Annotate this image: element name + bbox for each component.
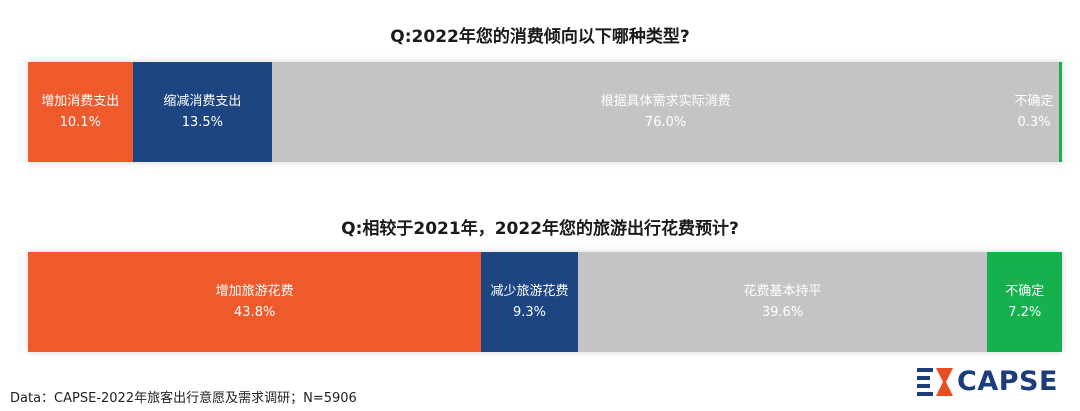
segment-label: 不确定: [1005, 284, 1045, 299]
segment-value: 10.1%: [59, 115, 101, 130]
segment-value: 13.5%: [181, 115, 224, 130]
bar-segment: [28, 252, 482, 352]
bar-segment: [577, 252, 988, 352]
segment-label: 不确定: [1014, 94, 1054, 109]
stacked-bar-travel-spending: 增加旅游花费 43.8% 减少旅游花费 9.3% 花费基本持平 39.6% 不确定 7.2%: [28, 252, 1062, 352]
bar-segment: [132, 62, 273, 162]
segment-label-group: 增加旅游花费 43.8%: [200, 252, 310, 352]
segment-label: 缩减消费支出: [163, 94, 242, 109]
capse-logo-icon: [917, 368, 953, 396]
segment-label: 花费基本持平: [743, 284, 822, 299]
segment-value: 9.3%: [512, 305, 546, 320]
segment-label: 增加消费支出: [41, 94, 120, 109]
bar-segment: [272, 62, 1059, 162]
bar-segment: [481, 252, 578, 352]
segment-label-group: 增加消费支出 10.1%: [25, 62, 135, 162]
segment-value: 0.3%: [1017, 115, 1051, 130]
segment-label-group: 缩减消费支出 13.5%: [147, 62, 257, 162]
logo-text: CAPSE: [957, 366, 1058, 397]
stacked-bar-consumption: 增加消费支出 10.1% 缩减消费支出 13.5% 根据具体需求实际消费 76.0% 不确定…: [28, 62, 1062, 162]
segment-label-group: 根据具体需求实际消费 76.0%: [601, 62, 731, 162]
source-note: Data：CAPSE-2022年旅客出行意愿及需求调研；N=5906: [10, 391, 357, 406]
segment-value: 7.2%: [1008, 305, 1042, 320]
segment-label-group: 不确定 7.2%: [970, 252, 1080, 352]
segment-label: 减少旅游花费: [490, 284, 569, 299]
capse-logo: CAPSE: [917, 366, 1069, 398]
segment-value: 43.8%: [234, 305, 276, 320]
chart-title-consumption: Q:2022年您的消费倾向以下哪种类型?: [390, 27, 690, 47]
chart-title-travel-spending: Q:相较于2021年，2022年您的旅游出行花费预计?: [341, 219, 739, 239]
segment-value: 39.6%: [761, 305, 804, 320]
bar-segment: [1058, 62, 1062, 162]
bar-segment: [987, 252, 1062, 352]
segment-label-group: 花费基本持平 39.6%: [728, 252, 838, 352]
segment-label-group: 减少旅游花费 9.3%: [474, 252, 584, 352]
segment-label: 根据具体需求实际消费: [600, 94, 731, 109]
segment-value: 76.0%: [644, 115, 687, 130]
segment-label-group: 不确定 0.3%: [979, 62, 1080, 162]
segment-label: 增加旅游花费: [215, 284, 294, 299]
bar-segment: [28, 62, 133, 162]
